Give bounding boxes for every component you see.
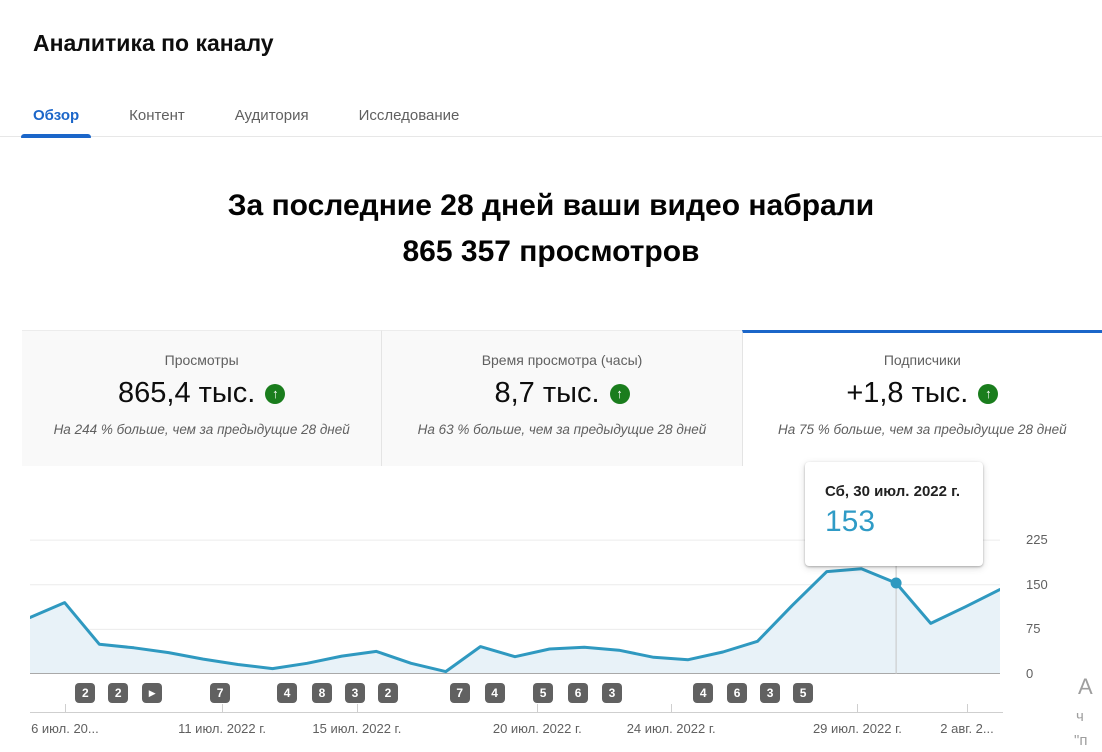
x-axis-label: 29 июл. 2022 г. <box>812 721 902 736</box>
x-axis-tick <box>64 704 66 712</box>
video-badge[interactable]: 4 <box>277 683 298 703</box>
x-axis-label: 24 июл. 2022 г. <box>626 721 716 736</box>
metric-delta-text: На 244 % больше, чем за предыдущие 28 дн… <box>53 422 350 437</box>
video-badge[interactable]: 3 <box>344 683 365 703</box>
subscribers-line-chart[interactable] <box>30 480 1000 674</box>
tab-research[interactable]: Исследование <box>347 95 472 137</box>
x-axis-label: 6 июл. 20... <box>31 721 99 736</box>
metric-card-views[interactable]: Просмотры 865,4 тыс. ↑ На 244 % больше, чем… <box>22 330 382 466</box>
metric-value: 8,7 тыс. <box>494 377 600 409</box>
tab-label: Исследование <box>358 107 460 124</box>
data-line <box>30 567 1000 674</box>
hero-line2: 865 357 просмотров <box>402 235 700 268</box>
page-title: Аналитика по каналу <box>33 30 274 57</box>
y-axis-label: 150 <box>1026 576 1048 592</box>
video-badge[interactable]: 8 <box>311 683 332 703</box>
x-axis-label: 15 июл. 2022 г. <box>312 721 402 736</box>
clipped-text-fragment: А <box>1078 674 1093 699</box>
metric-value-row: +1,8 тыс. ↑ <box>743 377 1102 410</box>
tab-content[interactable]: Контент <box>117 95 197 137</box>
video-badge[interactable]: 7 <box>210 683 231 703</box>
metric-value: 865,4 тыс. <box>118 377 256 409</box>
video-badge[interactable]: 2 <box>108 683 129 703</box>
chart-tooltip: Сб, 30 июл. 2022 г. 153 <box>805 462 983 566</box>
metric-card-watch-time[interactable]: Время просмотра (часы) 8,7 тыс. ↑ На 63 % б… <box>381 330 742 466</box>
analytics-tabbar: Обзор Контент Аудитория Исследование <box>0 95 1102 138</box>
arrow-up-circle-icon: ↑ <box>978 383 999 404</box>
video-badge[interactable]: 6 <box>727 683 748 703</box>
metric-value-row: 865,4 тыс. ↑ <box>22 377 381 410</box>
metric-label: Подписчики <box>883 352 961 368</box>
area-fill <box>30 568 1000 674</box>
x-axis-tick <box>671 704 673 712</box>
hero-line1: За последние 28 дней ваши видео набрали <box>227 189 875 222</box>
tab-overview[interactable]: Обзор <box>21 95 92 138</box>
arrow-up-circle-icon: ↑ <box>609 383 630 404</box>
metric-card-subscribers[interactable]: Подписчики +1,8 тыс. ↑ На 75 % больше, чем … <box>741 330 1102 466</box>
y-axis-label: 75 <box>1026 621 1041 637</box>
tab-label: Аудитория <box>234 107 309 124</box>
video-badge[interactable]: 2 <box>377 683 398 703</box>
tooltip-date: Сб, 30 июл. 2022 г. <box>825 483 961 500</box>
x-axis-tick <box>857 704 859 712</box>
y-axis-label: 0 <box>1026 666 1034 681</box>
arrow-up-circle-icon: ↑ <box>265 383 286 404</box>
video-badge[interactable]: 5 <box>533 683 554 703</box>
active-tab-underline <box>21 133 92 138</box>
subscribers-chart-region: 225 150 75 0 6 июл. 20... 11 июл. 2022 г. 15 и… <box>0 465 1102 752</box>
tab-label: Обзор <box>33 107 80 124</box>
x-axis-label: 11 июл. 2022 г. <box>178 721 267 736</box>
x-axis-tick <box>537 704 539 712</box>
metric-label: Время просмотра (часы) <box>481 352 643 368</box>
clipped-text-fragment: "п <box>1074 732 1088 749</box>
metric-value-row: 8,7 тыс. ↑ <box>382 377 741 410</box>
metric-delta-text: На 75 % больше, чем за предыдущие 28 дне… <box>777 422 1067 437</box>
video-badge[interactable]: 4 <box>484 683 505 703</box>
hero-heading: За последние 28 дней ваши видео набрали … <box>0 183 1102 275</box>
metric-value: +1,8 тыс. <box>846 377 969 409</box>
clipped-text-fragment: ч <box>1076 708 1084 725</box>
video-badge[interactable]: 5 <box>793 683 814 703</box>
metric-label: Просмотры <box>164 352 239 368</box>
video-badge[interactable]: 7 <box>449 683 470 703</box>
highlighted-point <box>890 577 902 589</box>
tab-label: Контент <box>129 107 185 124</box>
x-axis-label: 2 авг. 2... <box>940 721 994 736</box>
x-axis-tick <box>967 704 969 712</box>
video-badge[interactable]: 4 <box>693 683 714 703</box>
video-badge[interactable]: 3 <box>602 683 622 703</box>
video-badge[interactable]: 6 <box>568 683 589 703</box>
x-axis-tick <box>222 704 224 712</box>
video-badge[interactable]: 3 <box>760 683 781 703</box>
x-axis-line <box>30 712 1003 713</box>
x-axis-tick <box>356 704 358 712</box>
tab-audience[interactable]: Аудитория <box>223 95 321 137</box>
video-badge-play-icon[interactable]: ▶ <box>142 683 163 703</box>
metric-cards-strip: Просмотры 865,4 тыс. ↑ На 244 % больше, чем… <box>22 330 1102 466</box>
metric-delta-text: На 63 % больше, чем за предыдущие 28 дне… <box>417 422 707 437</box>
y-axis-label: 225 <box>1026 532 1048 548</box>
x-axis-label: 20 июл. 2022 г. <box>492 721 582 736</box>
tooltip-value: 153 <box>825 505 876 538</box>
video-badge[interactable]: 2 <box>75 683 96 703</box>
